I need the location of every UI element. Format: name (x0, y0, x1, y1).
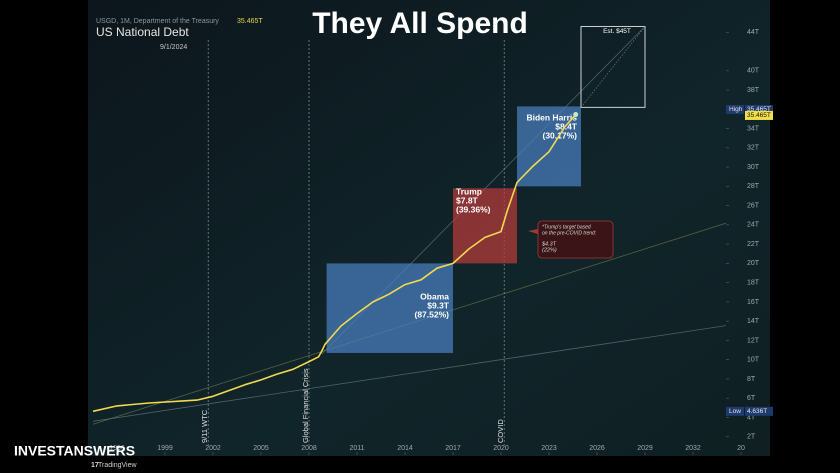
x-tick-label: 20 (737, 445, 745, 452)
high-value-label: 35.465T (747, 106, 771, 113)
period-box (453, 188, 517, 264)
y-tick-label: 40T (747, 68, 760, 75)
brand-logo: INVESTANSWERS (14, 443, 135, 459)
note-text: *Trump's target based (542, 224, 591, 230)
last-value: 35.465T (237, 18, 263, 25)
high-value-tag (745, 104, 773, 114)
source-label: USGD, 1M, Department of the Treasury (96, 18, 219, 25)
high-label: High (729, 106, 743, 113)
y-tick-label: 20T (747, 260, 760, 267)
event-label: COVID (496, 419, 505, 443)
y-tick-label: 10T (747, 357, 760, 364)
estimate-box (580, 25, 646, 108)
x-tick-label: 1999 (157, 445, 173, 452)
chart-title: They All Spend (312, 7, 528, 40)
low-label: Low (729, 408, 741, 415)
low-tag (726, 406, 744, 416)
period-label: Trump (456, 186, 482, 196)
high-tag (726, 104, 744, 114)
x-tick-label: 1996 (109, 445, 125, 452)
y-tick-label: 44T (747, 29, 760, 36)
x-tick-label: 2020 (493, 445, 509, 452)
plot-background (88, 0, 770, 456)
period-amount: $7.8T (456, 195, 479, 205)
y-tick-label: 16T (747, 299, 760, 306)
y-tick-label: 32T (747, 145, 760, 152)
trend-line (92, 325, 726, 422)
note-pct: (22%) (542, 247, 557, 253)
period-amount: $8.4T (555, 122, 578, 132)
event-label: Global Financial Crisis (301, 368, 310, 443)
series-name: US National Debt (96, 25, 189, 39)
note-pointer (528, 229, 538, 234)
period-pct: (39.36%) (456, 204, 491, 214)
x-tick-label: 2026 (589, 445, 605, 452)
y-tick-label: 4T (747, 414, 756, 421)
y-tick-label: 18T (747, 279, 760, 286)
x-tick-label: 2002 (205, 445, 221, 452)
x-tick-label: 2029 (637, 445, 653, 452)
y-tick-label: 28T (747, 183, 760, 190)
x-tick-label: 2017 (445, 445, 461, 452)
x-tick-label: 2014 (397, 445, 413, 452)
y-tick-label: 14T (747, 318, 760, 325)
y-tick-label: 8T (747, 376, 756, 383)
y-tick-label: 38T (747, 87, 760, 94)
estimate-label: Est. $45T (603, 28, 631, 35)
y-tick-label: 26T (747, 202, 760, 209)
x-tick-label: 2005 (253, 445, 269, 452)
debt-line (92, 113, 577, 413)
x-tick-label: 2008 (301, 445, 317, 452)
x-tick-label: 2032 (685, 445, 701, 452)
y-tick-label: 22T (747, 241, 760, 248)
y-tick-label: 30T (747, 164, 760, 171)
y-tick-label: 12T (747, 337, 760, 344)
last-point (573, 111, 579, 117)
last-value-tag (745, 110, 773, 120)
period-box (326, 263, 453, 353)
y-tick-label: 6T (747, 395, 756, 402)
low-value-label: 4.636T (747, 408, 767, 415)
date-label: 9/1/2024 (160, 44, 187, 51)
x-tick-label: 2023 (541, 445, 557, 452)
x-tick-label: 2011 (349, 445, 364, 452)
main-layer: 9/11 WTC Global Financial Crisis COVID Obam… (92, 28, 773, 455)
period-pct: (87.52%) (415, 310, 450, 320)
period-label: Obama (420, 292, 449, 302)
period-label: Biden Harris (526, 113, 577, 123)
y-tick-label: 34T (747, 125, 760, 132)
note-text: on the pre-COVID trend: (542, 230, 597, 236)
platform-label: TradingView (98, 462, 137, 469)
y-tick-label: 24T (747, 222, 760, 229)
y-tick-label: 2T (747, 434, 756, 441)
platform-icon: 17 (91, 462, 99, 469)
low-value-tag (745, 406, 773, 416)
period-amount: $9.3T (427, 301, 450, 311)
note-amount: $4.3T (541, 241, 557, 247)
note-box (537, 220, 614, 259)
event-label: 9/11 WTC (200, 409, 209, 443)
estimate-diagonal (580, 26, 646, 108)
last-value-tag-label: 35.465T (747, 112, 771, 119)
under-layer (92, 25, 726, 445)
